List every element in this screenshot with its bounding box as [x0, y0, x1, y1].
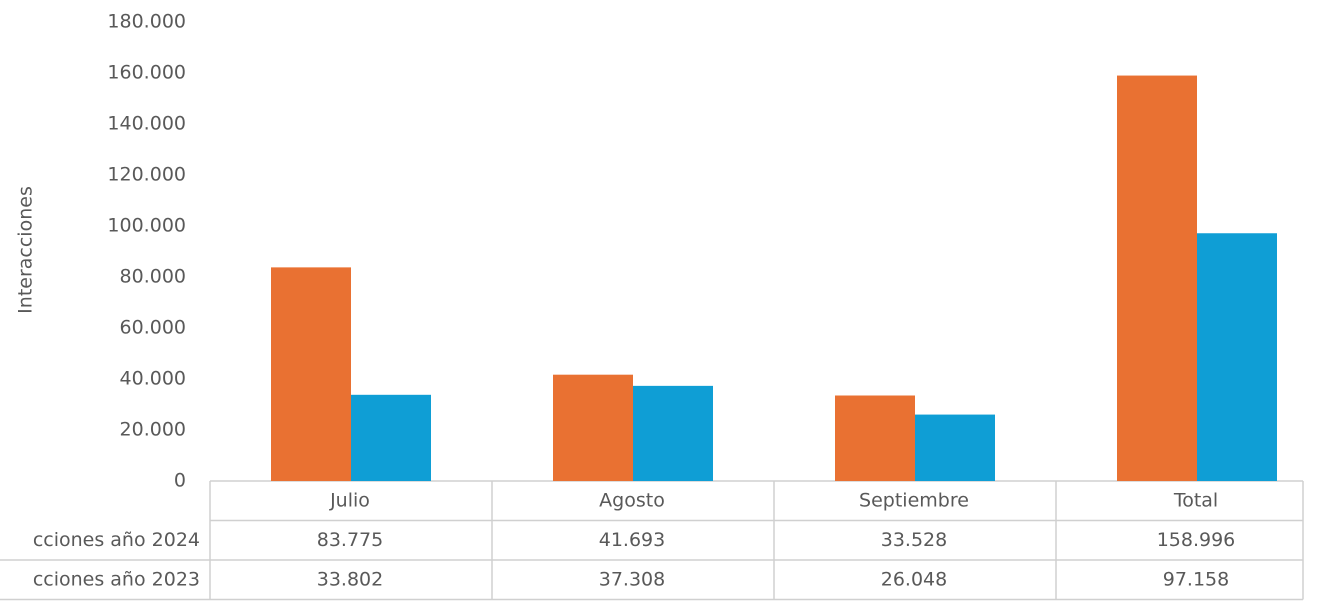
table-value: 41.693 — [599, 529, 665, 551]
legend-label: cciones año 2024 — [33, 529, 200, 551]
y-tick-label: 120.000 — [107, 164, 186, 186]
bar — [835, 395, 915, 481]
table-value: 33.528 — [881, 529, 947, 551]
table-value: 83.775 — [317, 529, 383, 551]
x-tick-label: Julio — [329, 489, 370, 511]
y-tick-label: 60.000 — [120, 317, 186, 339]
table-value: 26.048 — [881, 568, 947, 590]
y-tick-label: 160.000 — [107, 62, 186, 84]
bar — [633, 385, 713, 481]
x-tick-label: Agosto — [599, 489, 665, 511]
y-axis-label: Interacciones — [15, 186, 37, 314]
bar — [1117, 75, 1197, 481]
y-tick-label: 80.000 — [120, 266, 186, 288]
y-tick-label: 180.000 — [107, 11, 186, 33]
bar — [271, 267, 351, 481]
bar — [351, 394, 431, 481]
table-value: 158.996 — [1157, 529, 1236, 551]
bar — [553, 374, 633, 481]
y-tick-label: 100.000 — [107, 215, 186, 237]
x-tick-label: Septiembre — [859, 489, 969, 511]
table-value: 33.802 — [317, 568, 383, 590]
table-value: 97.158 — [1163, 568, 1229, 590]
legend-label: cciones año 2023 — [33, 568, 200, 590]
bar — [915, 414, 995, 481]
y-tick-label: 140.000 — [107, 113, 186, 135]
table-value: 37.308 — [599, 568, 665, 590]
y-tick-label: 20.000 — [120, 419, 186, 441]
bar — [1197, 233, 1277, 481]
y-tick-label: 0 — [174, 470, 186, 492]
y-tick-label: 40.000 — [120, 368, 186, 390]
x-tick-label: Total — [1173, 489, 1218, 511]
